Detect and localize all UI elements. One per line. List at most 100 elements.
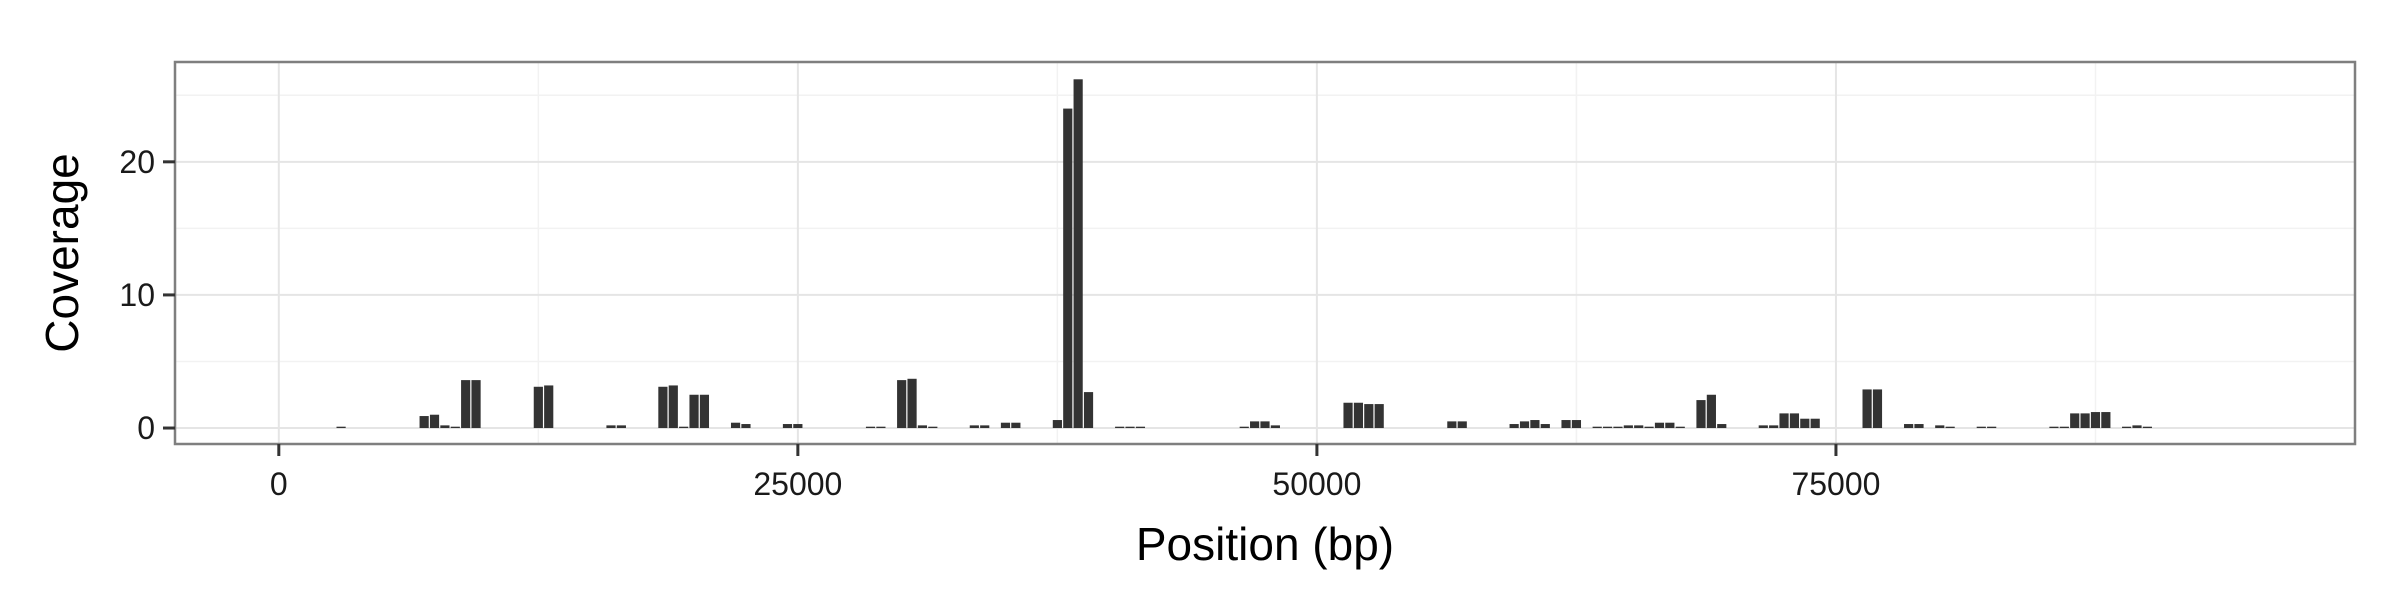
coverage-bar [1987, 426, 1997, 429]
coverage-bar [1613, 426, 1623, 429]
coverage-bar [1634, 425, 1644, 429]
coverage-bar [1904, 424, 1914, 429]
coverage-bar [1717, 424, 1727, 429]
coverage-bar [440, 425, 450, 429]
coverage-bar [1654, 422, 1665, 429]
coverage-bar [471, 380, 481, 429]
coverage-bar [1696, 400, 1706, 429]
coverage-bar [2101, 412, 2111, 429]
coverage-bar [658, 386, 668, 429]
coverage-bar [2059, 426, 2069, 429]
coverage-bar [1644, 426, 1654, 429]
coverage-bar [1862, 389, 1872, 429]
coverage-bar [1135, 426, 1146, 429]
coverage-bar [1000, 422, 1011, 429]
coverage-bar [917, 425, 928, 429]
coverage-bar [1810, 418, 1820, 429]
coverage-bar [616, 425, 626, 429]
coverage-bar [429, 414, 440, 429]
coverage-bar [1250, 421, 1260, 429]
coverage-bar [679, 426, 689, 429]
y-tick-label: 0 [137, 410, 155, 446]
coverage-bar [1571, 420, 1582, 429]
coverage-bar [1623, 425, 1633, 429]
coverage-bar [606, 425, 616, 429]
coverage-bar [928, 426, 938, 429]
coverage-bar [1509, 424, 1519, 429]
coverage-bar [689, 394, 699, 429]
y-tick-label: 10 [119, 277, 155, 313]
minor-gridlines [175, 62, 2355, 444]
coverage-bar [730, 422, 741, 429]
coverage-bar [1872, 389, 1883, 429]
coverage-bar [1758, 425, 1768, 429]
coverage-bar [2070, 413, 2080, 429]
coverage-bar [1789, 413, 1800, 429]
x-axis: 0 25000 50000 75000 [270, 444, 1880, 502]
coverage-bar [1602, 426, 1613, 429]
coverage-bar [1011, 422, 1021, 429]
coverage-bar [1343, 402, 1353, 429]
coverage-bar [969, 425, 979, 429]
coverage-bar [1125, 426, 1135, 429]
coverage-bar [1592, 426, 1602, 429]
coverage-bar [2132, 425, 2142, 429]
coverage-bar [1353, 402, 1364, 429]
coverage-bar [1052, 420, 1062, 429]
coverage-bar [1945, 426, 1955, 429]
coverage-bar [1769, 425, 1779, 429]
coverage-bar [2122, 426, 2132, 429]
coverage-bar [865, 426, 876, 429]
coverage-bar [1530, 420, 1540, 429]
y-axis: 0 10 20 [119, 144, 175, 446]
coverage-bar [1447, 421, 1457, 429]
coverage-bar [1935, 425, 1945, 429]
coverage-bar [793, 424, 803, 429]
coverage-bar [1073, 79, 1083, 429]
x-tick-label: 25000 [753, 466, 842, 502]
coverage-bar [1561, 420, 1571, 429]
coverage-bar [450, 426, 460, 429]
y-tick-label: 20 [119, 144, 155, 180]
coverage-bar [461, 380, 471, 429]
coverage-bar [741, 424, 751, 429]
coverage-bar [419, 416, 429, 429]
coverage-bar [1665, 422, 1675, 429]
coverage-bar [1540, 424, 1550, 429]
coverage-bar [980, 425, 990, 429]
coverage-bar [1457, 421, 1467, 429]
coverage-bar [907, 378, 917, 429]
panel-background [175, 62, 2355, 444]
coverage-bar [782, 424, 793, 429]
coverage-bar [1364, 404, 1374, 429]
coverage-bar [1914, 424, 1924, 429]
coverage-bar [876, 426, 886, 429]
x-axis-title: Position (bp) [1136, 518, 1394, 570]
coverage-bar [1800, 418, 1810, 429]
coverage-bar [1706, 394, 1716, 429]
coverage-bar [2090, 412, 2101, 429]
coverage-bar [1976, 426, 1986, 429]
coverage-bar [1374, 404, 1384, 429]
coverage-bar [2142, 426, 2152, 429]
coverage-bar [2049, 426, 2059, 429]
coverage-bar [1779, 413, 1789, 429]
coverage-bar [533, 386, 543, 429]
coverage-bar [1115, 426, 1125, 429]
panel-border [173, 60, 2357, 446]
coverage-bar [2080, 413, 2090, 429]
coverage-bar [1675, 426, 1685, 429]
x-tick-label: 0 [270, 466, 288, 502]
coverage-bar [1239, 426, 1249, 429]
coverage-bar [1519, 421, 1530, 429]
coverage-bar [1260, 421, 1270, 429]
coverage-bar [668, 385, 678, 429]
x-tick-label: 50000 [1272, 466, 1361, 502]
coverage-bar [699, 394, 710, 429]
coverage-bar [544, 385, 554, 429]
y-axis-title: Coverage [36, 153, 88, 352]
coverage-bar [1063, 108, 1073, 429]
coverage-bar [897, 380, 907, 429]
coverage-bar [336, 426, 346, 429]
